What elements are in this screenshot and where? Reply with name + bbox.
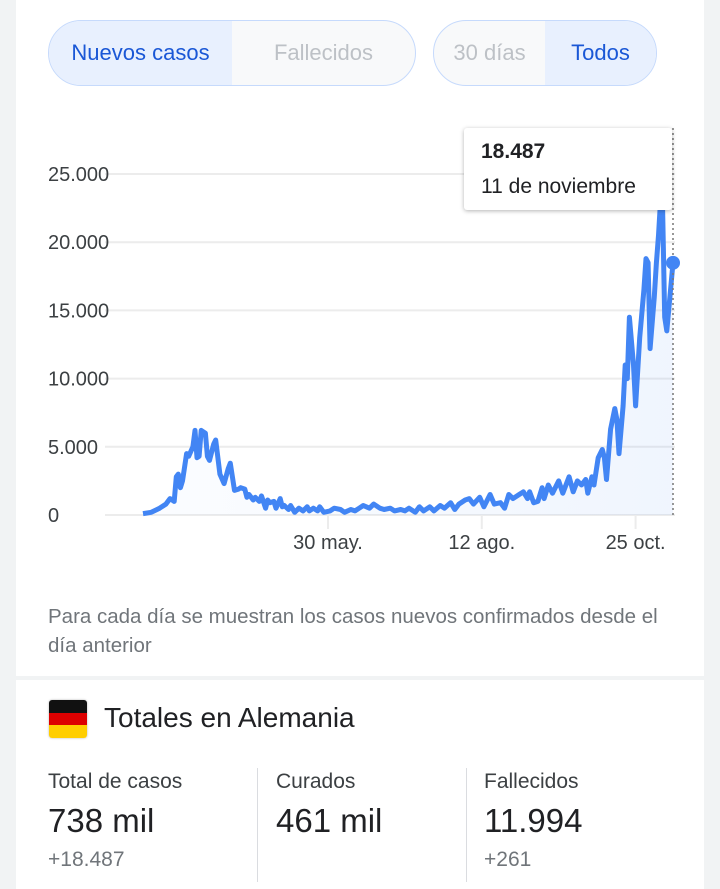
y-tick-label: 0 [48, 505, 59, 527]
stat-label: Fallecidos [484, 770, 579, 793]
range-toggle: 30 días Todos [433, 20, 657, 86]
cases-line-chart[interactable]: 0 5.000 10.000 15.000 20.000 25.000 30 may. 12 … [0, 0, 720, 600]
germany-flag-icon [49, 700, 87, 738]
stat-label: Total de casos [48, 770, 183, 793]
x-tick-label: 25 oct. [606, 532, 666, 554]
series-line [142, 198, 676, 517]
tab-fallecidos[interactable]: Fallecidos [273, 40, 374, 65]
y-tick-label: 20.000 [48, 232, 109, 254]
tab-30-dias[interactable]: 30 días [453, 40, 526, 65]
stat-delta: +261 [484, 848, 532, 871]
x-tick-label: 30 may. [293, 532, 363, 554]
tab-todos[interactable]: Todos [545, 21, 656, 85]
y-tick-label: 5.000 [48, 437, 98, 459]
stat-curados: Curados 461 mil [276, 770, 382, 840]
stat-value: 11.994 [484, 802, 583, 839]
y-tick-label: 10.000 [48, 369, 109, 391]
x-tick-label: 12 ago. [448, 532, 515, 554]
chart-footnote: Para cada día se muestran los casos nuev… [48, 605, 658, 657]
tooltip-value: 18.487 [481, 140, 546, 163]
metric-toggle: Nuevos casos Fallecidos [48, 20, 416, 86]
stat-value: 738 mil [48, 802, 155, 839]
y-tick-label: 25.000 [48, 164, 109, 186]
tooltip-date: 11 de noviembre [481, 175, 636, 198]
stat-delta: +18.487 [48, 848, 125, 871]
tab-nuevos-casos[interactable]: Nuevos casos [49, 21, 232, 85]
y-tick-label: 15.000 [48, 300, 109, 322]
divider [466, 768, 467, 882]
totals-title: Totales en Alemania [104, 702, 355, 733]
chart-tooltip: 18.487 11 de noviembre [464, 128, 672, 210]
area-fill [143, 201, 673, 516]
stat-fallecidos: Fallecidos 11.994 +261 [484, 770, 582, 872]
stat-label: Curados [276, 770, 356, 793]
chart-card: Nuevos casos Fallecidos 30 días Todos [16, 0, 704, 676]
divider [257, 768, 258, 882]
highlight-point [666, 255, 680, 270]
stat-value: 461 mil [276, 802, 383, 839]
totals-card [16, 680, 704, 889]
stat-total-casos: Total de casos 738 mil +18.487 [48, 770, 182, 872]
